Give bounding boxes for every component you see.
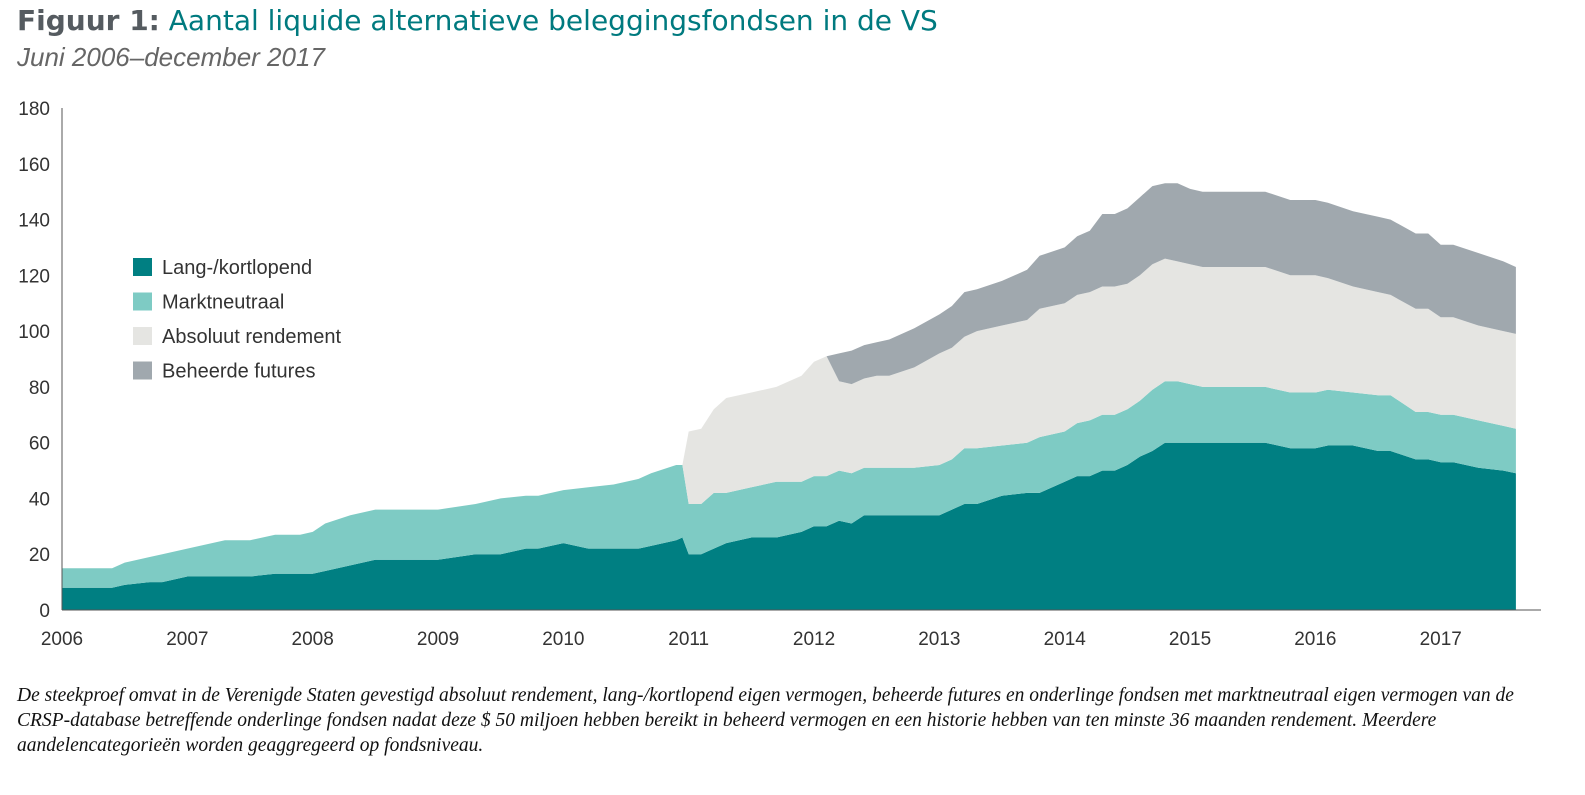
x-tick-label: 2009 [417, 629, 459, 650]
x-tick-label: 2010 [542, 629, 584, 650]
y-tick-label: 80 [29, 378, 50, 399]
x-tick-label: 2008 [292, 629, 334, 650]
legend-swatch [133, 292, 152, 311]
legend: Lang-/kortlopend Marktneutraal Absoluut re… [133, 257, 341, 383]
y-tick-label: 60 [29, 434, 50, 455]
legend-swatch [133, 361, 152, 380]
area-series-3 [62, 183, 1516, 569]
x-tick-label: 2006 [41, 629, 83, 650]
x-tick-label: 2007 [166, 629, 208, 650]
x-tick-label: 2011 [668, 629, 709, 650]
legend-label: Absoluut rendement [162, 326, 341, 348]
x-tick-label: 2013 [918, 629, 960, 650]
legend-label: Marktneutraal [162, 292, 284, 314]
legend-label: Lang-/kortlopend [162, 257, 312, 279]
figure-number: Figuur 1: [17, 4, 160, 37]
legend-label: Beheerde futures [162, 361, 315, 383]
y-tick-label: 40 [29, 489, 50, 510]
figure-caption: De steekproef omvat in de Verenigde Stat… [17, 685, 1514, 756]
x-tick-label: 2015 [1169, 629, 1211, 650]
y-tick-label: 140 [18, 211, 50, 232]
x-tick-label: 2017 [1420, 629, 1462, 650]
y-axis: 0 20 40 60 80 100 120 140 160 180 [18, 99, 63, 622]
area-layers [62, 183, 1516, 610]
legend-swatch [133, 258, 152, 276]
y-tick-label: 160 [18, 155, 50, 176]
y-tick-label: 20 [29, 545, 50, 566]
x-tick-label: 2012 [793, 629, 835, 650]
x-tick-label: 2016 [1294, 629, 1336, 650]
x-tick-label: 2014 [1044, 629, 1087, 650]
y-tick-label: 180 [18, 99, 50, 120]
title-text: Aantal liquide alternatieve beleggingsfo… [168, 4, 938, 37]
area-series-2 [62, 258, 1516, 569]
y-tick-label: 0 [39, 601, 50, 622]
y-tick-label: 100 [18, 322, 50, 343]
chart-subtitle: Juni 2006–december 2017 [17, 42, 325, 72]
legend-swatch [133, 327, 152, 345]
x-axis: 2006 2007 2008 2009 2010 2011 2012 2013 2014 2015… [41, 609, 1541, 650]
chart-title: Figuur 1: Aantal liquide alternatieve be… [17, 4, 938, 37]
area-series-0 [62, 442, 1516, 610]
y-tick-label: 120 [18, 266, 50, 287]
area-series-1 [62, 381, 1516, 588]
